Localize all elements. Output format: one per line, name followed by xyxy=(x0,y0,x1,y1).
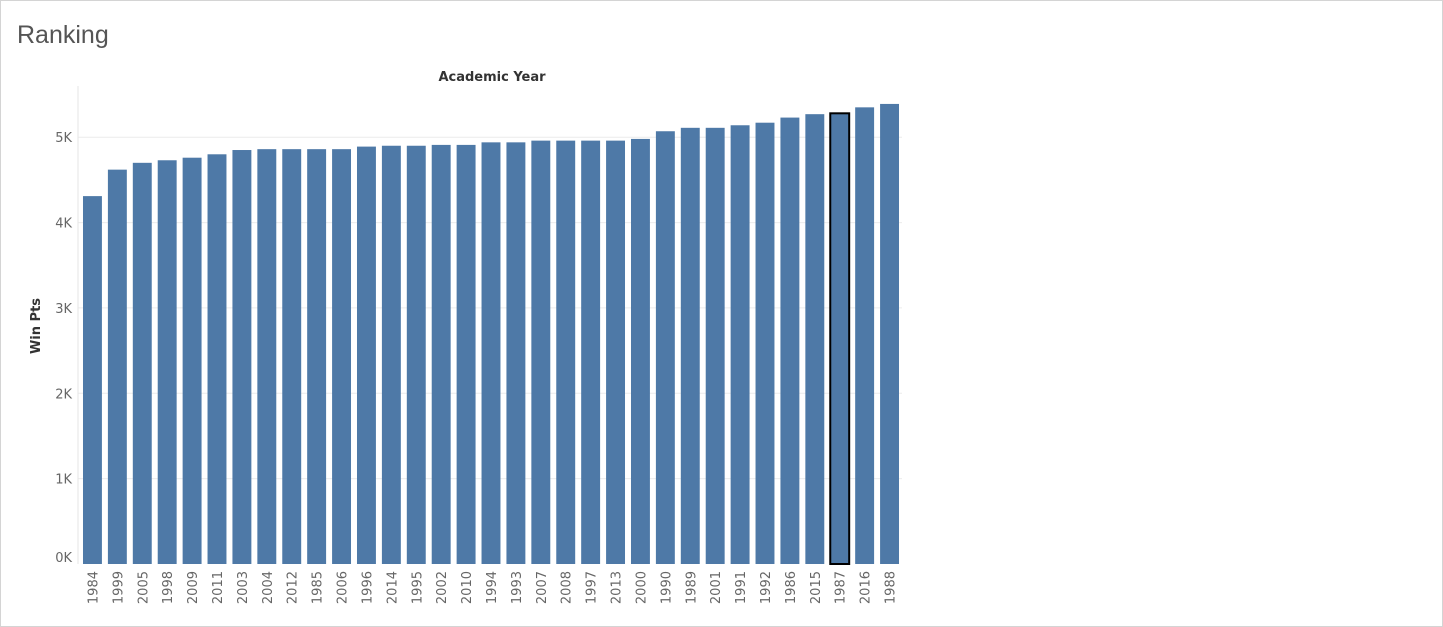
bar-1985[interactable] xyxy=(307,149,327,564)
bar-2006[interactable] xyxy=(332,149,352,564)
x-category-label: 1990 xyxy=(659,571,674,604)
bar-1994[interactable] xyxy=(481,142,501,564)
x-category-label: 2012 xyxy=(286,571,301,604)
bar-2010[interactable] xyxy=(456,144,476,564)
bar-2013[interactable] xyxy=(606,140,626,564)
x-category-label: 1987 xyxy=(834,571,849,604)
y-tick-label: 1K xyxy=(55,473,72,488)
bar-2000[interactable] xyxy=(630,138,650,565)
x-category-label: 1998 xyxy=(161,571,176,604)
bar-1984[interactable] xyxy=(82,196,102,565)
y-tick-label: 2K xyxy=(55,387,72,402)
x-category-label: 1985 xyxy=(311,571,326,604)
y-axis-ticks: 0K 1K 2K 3K 4K 5K xyxy=(55,131,72,566)
x-category-label: 2001 xyxy=(709,571,724,604)
bar-2008[interactable] xyxy=(556,140,576,564)
x-category-label: 1984 xyxy=(86,571,101,604)
x-category-label: 2009 xyxy=(186,571,201,604)
x-category-label: 2003 xyxy=(236,571,251,604)
bar-2005[interactable] xyxy=(132,162,152,564)
x-category-label: 1997 xyxy=(585,571,600,604)
x-category-label: 2002 xyxy=(435,571,450,604)
x-category-label: 1986 xyxy=(784,571,799,604)
bar-1997[interactable] xyxy=(581,140,601,564)
column-header-title: Academic Year xyxy=(438,70,546,85)
bar-1999[interactable] xyxy=(107,169,127,564)
bar-1998[interactable] xyxy=(157,160,177,564)
bar-2011[interactable] xyxy=(207,154,227,565)
bars[interactable] xyxy=(82,103,900,565)
y-tick-label: 0K xyxy=(55,551,72,566)
bar-2014[interactable] xyxy=(381,145,401,564)
x-category-label: 1995 xyxy=(410,571,425,604)
x-category-label: 2004 xyxy=(261,571,276,604)
y-axis-title: Win Pts xyxy=(29,298,44,354)
bar-1991[interactable] xyxy=(730,125,750,564)
bar-1988[interactable] xyxy=(880,103,900,565)
x-category-label: 2014 xyxy=(385,571,400,604)
y-tick-label: 3K xyxy=(55,302,72,317)
bar-2007[interactable] xyxy=(531,140,551,564)
worksheet-title: Ranking xyxy=(17,21,109,49)
bar-1986[interactable] xyxy=(780,117,800,564)
x-category-label: 2011 xyxy=(211,571,226,604)
x-category-label: 1993 xyxy=(510,571,525,604)
x-category-label: 1994 xyxy=(485,571,500,604)
bar-1990[interactable] xyxy=(655,131,675,565)
bar-2015[interactable] xyxy=(805,114,825,565)
x-category-label: 2005 xyxy=(136,571,151,604)
bar-1993[interactable] xyxy=(506,142,526,564)
bar-2003[interactable] xyxy=(232,150,252,564)
x-category-label: 2000 xyxy=(634,571,649,604)
x-category-label: 1989 xyxy=(684,571,699,604)
bar-1987[interactable] xyxy=(829,112,851,565)
x-category-label: 1996 xyxy=(360,571,375,604)
bar-2016[interactable] xyxy=(855,107,875,564)
x-category-label: 2016 xyxy=(859,571,874,604)
x-category-label: 1992 xyxy=(759,571,774,604)
x-axis-labels: 1984 1999 2005 1998 2009 2011 2003 2004 2012 1985… xyxy=(86,571,898,604)
bar-1995[interactable] xyxy=(406,145,426,564)
x-category-label: 2010 xyxy=(460,571,475,604)
x-category-label: 2015 xyxy=(809,571,824,604)
x-category-label: 2006 xyxy=(336,571,351,604)
x-category-label: 2013 xyxy=(610,571,625,604)
bar-1992[interactable] xyxy=(755,122,775,564)
y-tick-label: 4K xyxy=(55,217,72,232)
bar-1989[interactable] xyxy=(680,127,700,564)
bar-2004[interactable] xyxy=(257,149,277,564)
bar-2002[interactable] xyxy=(431,144,451,564)
y-tick-label: 5K xyxy=(55,131,72,146)
x-category-label: 2008 xyxy=(560,571,575,604)
x-category-label: 1988 xyxy=(884,571,899,604)
bar-2012[interactable] xyxy=(282,149,302,564)
x-category-label: 2007 xyxy=(535,571,550,604)
x-category-label: 1999 xyxy=(111,571,126,604)
bar-2001[interactable] xyxy=(705,127,725,564)
bar-1996[interactable] xyxy=(356,146,376,564)
x-category-label: 1991 xyxy=(734,571,749,604)
bar-2009[interactable] xyxy=(182,157,202,564)
